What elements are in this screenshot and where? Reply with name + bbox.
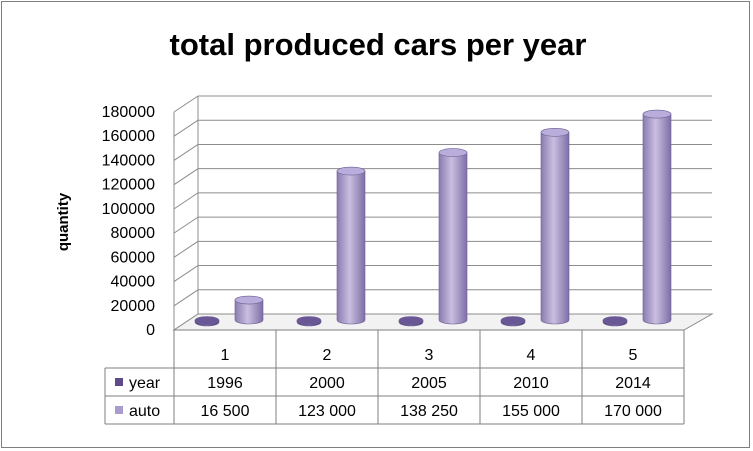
data-table: 1 2 3 4 5 year 1996 2000 2005 2010 2014 auto 16 500 1… bbox=[104, 329, 685, 425]
year-bar-top bbox=[194, 316, 220, 325]
y-tick-label: 0 bbox=[146, 322, 155, 339]
table-cell: 16 500 bbox=[201, 403, 250, 420]
auto-bar bbox=[642, 109, 672, 325]
legend-key bbox=[115, 378, 123, 386]
year-bar bbox=[398, 316, 424, 327]
gridline-side bbox=[173, 216, 199, 234]
table-cell: 170 000 bbox=[604, 403, 662, 420]
year-bar-top bbox=[602, 316, 628, 325]
auto-bar-body bbox=[540, 131, 570, 325]
gridline-side bbox=[173, 192, 199, 210]
legend-key bbox=[115, 406, 123, 414]
gridline-side bbox=[173, 265, 199, 282]
x-tick-label: 3 bbox=[425, 347, 434, 364]
year-bar bbox=[500, 316, 526, 327]
auto-bar bbox=[540, 127, 570, 325]
auto-bar bbox=[234, 295, 264, 325]
auto-bar-top bbox=[438, 148, 468, 157]
table-cell: 2005 bbox=[411, 375, 447, 392]
table-cell: 155 000 bbox=[502, 403, 560, 420]
table-cell: 138 250 bbox=[400, 403, 458, 420]
auto-bar bbox=[336, 166, 366, 325]
auto-bar-top bbox=[336, 166, 366, 176]
table-cell: 2014 bbox=[615, 375, 651, 392]
auto-bar-top bbox=[540, 127, 570, 137]
gridline-side bbox=[173, 144, 199, 161]
y-tick-label: 180000 bbox=[102, 104, 155, 121]
auto-bar-body bbox=[438, 152, 468, 325]
legend-label: auto bbox=[129, 403, 160, 420]
auto-bar bbox=[438, 148, 468, 325]
y-tick-label: 40000 bbox=[111, 274, 156, 291]
table-cell: 2010 bbox=[513, 375, 549, 392]
table-cell: 123 000 bbox=[298, 403, 356, 420]
legend-label: year bbox=[129, 375, 161, 392]
y-tick-label: 120000 bbox=[102, 177, 155, 194]
x-tick-label: 4 bbox=[527, 347, 536, 364]
table-cell: 2000 bbox=[309, 375, 345, 392]
year-bar bbox=[194, 316, 220, 327]
y-axis-label: quantity bbox=[55, 192, 72, 251]
x-tick-label: 5 bbox=[629, 347, 638, 364]
y-tick-label: 140000 bbox=[102, 152, 155, 169]
gridline-side bbox=[173, 95, 199, 113]
gridline-side bbox=[173, 119, 199, 137]
auto-bar-top bbox=[234, 295, 264, 305]
y-tick-label: 100000 bbox=[102, 201, 155, 218]
x-tick-label: 1 bbox=[221, 347, 230, 364]
auto-bar-top bbox=[642, 109, 672, 119]
table-cell: 1996 bbox=[207, 375, 243, 392]
year-bar-top bbox=[500, 316, 526, 325]
gridline-side bbox=[173, 168, 199, 186]
y-tick-label: 160000 bbox=[102, 128, 155, 145]
gridline-side bbox=[173, 240, 199, 258]
y-tick-label: 20000 bbox=[111, 298, 156, 315]
y-tick-label: 80000 bbox=[111, 225, 156, 242]
y-tick-label: 60000 bbox=[111, 249, 156, 266]
x-tick-label: 2 bbox=[323, 347, 332, 364]
year-bar-top bbox=[398, 316, 424, 325]
gridline-side bbox=[173, 289, 199, 307]
auto-bar-body bbox=[234, 299, 264, 325]
year-bar bbox=[296, 316, 322, 327]
auto-bar-body bbox=[336, 170, 366, 325]
y-axis-ticks: 180000 160000 140000 120000 100000 80000 60000… bbox=[102, 104, 155, 339]
bar-series bbox=[194, 109, 672, 327]
year-bar-top bbox=[296, 316, 322, 325]
auto-bar-body bbox=[642, 113, 672, 325]
year-bar bbox=[602, 316, 628, 327]
chart-title: total produced cars per year bbox=[170, 27, 587, 62]
